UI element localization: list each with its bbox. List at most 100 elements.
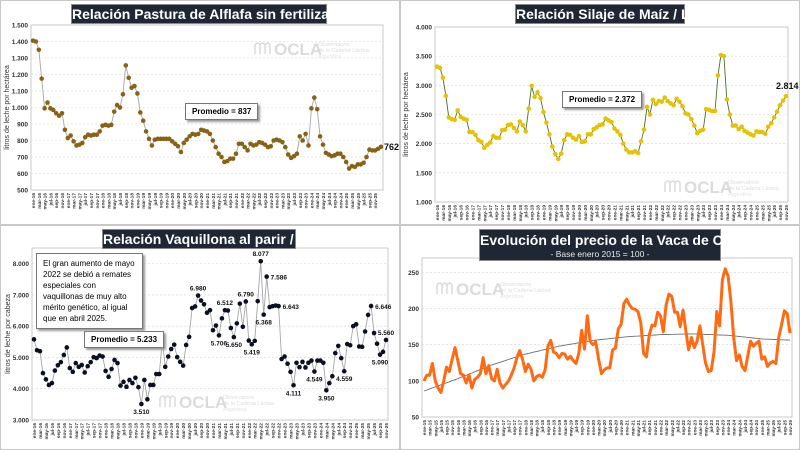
data-point bbox=[51, 107, 56, 113]
data-point bbox=[353, 322, 359, 327]
data-point bbox=[582, 139, 588, 144]
x-tick-label: ene-18 bbox=[101, 193, 107, 209]
data-point bbox=[300, 359, 305, 365]
chart-title-alfalfa: Relación Pastura de Alflafa sin fertiliz… bbox=[71, 4, 387, 24]
logo-line: Argentina bbox=[223, 407, 247, 413]
data-point bbox=[142, 377, 147, 383]
x-tick-label: sep-21 bbox=[228, 193, 234, 209]
x-tick-label: sep-25 bbox=[378, 423, 384, 439]
x-tick-label: mar-17 bbox=[74, 423, 80, 439]
data-point bbox=[268, 143, 274, 149]
x-tick-label: mar-20 bbox=[583, 205, 589, 221]
data-point bbox=[573, 137, 579, 142]
x-tick-label: sep-21 bbox=[235, 423, 241, 439]
data-point bbox=[186, 334, 192, 340]
title-text: Relación Pastura de Alflafa sin fertiliz… bbox=[72, 6, 387, 22]
x-tick-label: may-21 bbox=[217, 193, 223, 210]
x-tick-label: jul-20 bbox=[188, 193, 194, 207]
data-point bbox=[183, 342, 189, 348]
x-tick-label: nov-23 bbox=[304, 193, 310, 209]
y-tick-label: 50 bbox=[412, 415, 420, 422]
x-tick-label: nov-21 bbox=[241, 423, 247, 439]
data-point bbox=[106, 374, 111, 380]
data-point bbox=[364, 154, 369, 160]
x-tick-label: jul-19 bbox=[559, 205, 565, 219]
data-point bbox=[671, 102, 676, 108]
data-point bbox=[621, 141, 626, 146]
data-point bbox=[216, 151, 221, 156]
data-point bbox=[39, 76, 44, 81]
x-tick-label: ene-24 bbox=[719, 205, 725, 221]
data-point bbox=[285, 361, 290, 367]
data-point bbox=[768, 120, 774, 126]
data-point bbox=[282, 354, 287, 359]
x-tick-label: ene-23 bbox=[692, 420, 698, 436]
x-tick-label: ene-25 bbox=[344, 193, 350, 209]
x-tick-label: may-17 bbox=[482, 205, 488, 222]
data-label: 8.077 bbox=[253, 251, 270, 258]
x-tick-label: sep-20 bbox=[601, 205, 607, 221]
y-tick-label: 100 bbox=[408, 378, 419, 385]
x-tick-label: jul-24 bbox=[743, 420, 749, 434]
x-tick-label: sep-21 bbox=[647, 420, 653, 436]
x-tick-label: mar-21 bbox=[211, 193, 217, 209]
x-tick-label: jul-18 bbox=[540, 420, 546, 434]
x-tick-label: jul-20 bbox=[608, 420, 614, 434]
data-point bbox=[181, 140, 187, 146]
x-tick-label: nov-20 bbox=[619, 420, 625, 436]
data-point bbox=[178, 149, 184, 155]
data-point bbox=[309, 106, 314, 111]
x-tick-label: jul-24 bbox=[336, 423, 342, 437]
data-point bbox=[780, 98, 786, 103]
data-point bbox=[609, 119, 614, 125]
data-point bbox=[138, 110, 143, 115]
x-tick-label: jul-16 bbox=[48, 193, 54, 207]
data-point bbox=[94, 132, 100, 138]
data-point bbox=[42, 106, 47, 111]
x-tick-label: may-17 bbox=[80, 423, 86, 440]
x-tick-label: sep-19 bbox=[159, 193, 165, 209]
data-point bbox=[368, 303, 374, 309]
data-point bbox=[112, 357, 117, 363]
x-tick-label: mar-19 bbox=[141, 193, 147, 209]
x-tick-label: may-22 bbox=[251, 193, 257, 210]
data-point bbox=[526, 106, 531, 111]
data-point bbox=[213, 144, 218, 150]
x-tick-label: nov-16 bbox=[62, 423, 68, 439]
x-tick-label: nov-23 bbox=[720, 420, 726, 436]
y-tick-label: 5.000 bbox=[13, 355, 30, 362]
data-point bbox=[132, 83, 137, 89]
data-point bbox=[576, 133, 582, 139]
x-tick-label: jul-23 bbox=[701, 205, 707, 219]
x-tick-label: ene-16 bbox=[32, 423, 38, 439]
x-tick-label: jul-18 bbox=[524, 205, 530, 219]
x-tick-label: jul-21 bbox=[222, 193, 228, 207]
data-point bbox=[529, 83, 534, 89]
data-point bbox=[258, 258, 264, 264]
data-point bbox=[297, 364, 302, 370]
data-point bbox=[332, 350, 338, 356]
data-point bbox=[228, 325, 234, 331]
data-point bbox=[115, 360, 120, 366]
x-tick-label: jul-22 bbox=[265, 423, 271, 437]
data-point bbox=[37, 348, 43, 354]
chart-title-silaje: Relación Silaje de Maíz / Leche bbox=[515, 4, 721, 24]
y-tick-label: 3.500 bbox=[416, 54, 433, 61]
x-tick-label: may-24 bbox=[737, 420, 743, 437]
x-tick-label: jul-17 bbox=[86, 423, 92, 437]
data-point bbox=[677, 99, 682, 104]
data-point bbox=[680, 104, 685, 109]
title-text: Relación Vaquillona al parir / Leche bbox=[103, 231, 338, 247]
data-point bbox=[309, 358, 314, 363]
x-tick-label: may-18 bbox=[116, 423, 122, 440]
data-point bbox=[674, 96, 679, 102]
x-tick-label: sep-19 bbox=[580, 420, 586, 436]
logo-line: Observatorio bbox=[318, 42, 350, 48]
x-tick-label: may-25 bbox=[366, 423, 372, 440]
x-tick-label: mar-17 bbox=[495, 420, 501, 436]
data-label: 5.560 bbox=[378, 330, 395, 337]
data-label: 4.549 bbox=[306, 377, 323, 384]
x-tick-label: may-20 bbox=[602, 420, 608, 437]
